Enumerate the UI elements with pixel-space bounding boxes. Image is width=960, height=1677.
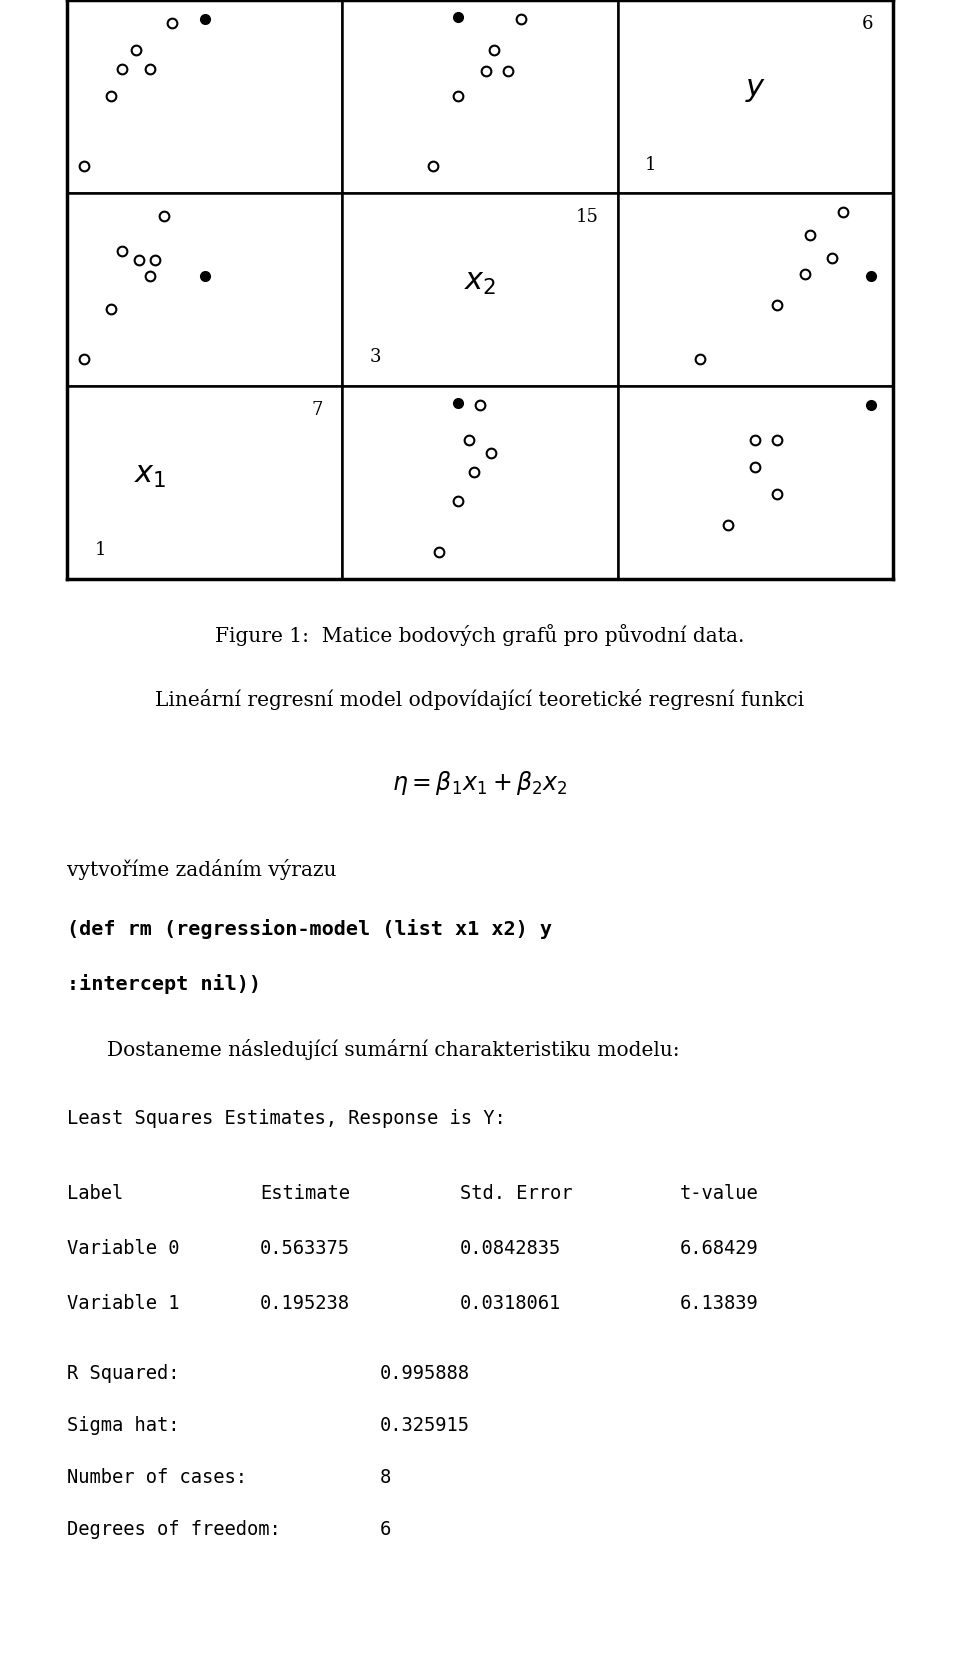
Text: 6: 6 <box>380 1519 392 1538</box>
Text: (def rm (regression-model (list x1 x2) y: (def rm (regression-model (list x1 x2) y <box>67 919 552 939</box>
Text: Variable 0: Variable 0 <box>67 1239 180 1258</box>
Text: 0.0318061: 0.0318061 <box>460 1293 562 1313</box>
Text: Estimate: Estimate <box>260 1184 350 1202</box>
Text: 6: 6 <box>862 15 874 34</box>
Text: $y$: $y$ <box>745 74 766 104</box>
Text: 1: 1 <box>95 542 107 560</box>
Text: 3: 3 <box>370 349 381 367</box>
Text: :intercept nil)): :intercept nil)) <box>67 974 261 993</box>
Text: 7: 7 <box>312 401 324 419</box>
Text: $x_2$: $x_2$ <box>464 267 496 297</box>
Text: Figure 1:  Matice bodových grafů pro původní data.: Figure 1: Matice bodových grafů pro půvo… <box>215 624 745 646</box>
Text: Label: Label <box>67 1184 123 1202</box>
Text: 1: 1 <box>645 156 657 174</box>
Text: Sigma hat:: Sigma hat: <box>67 1415 180 1434</box>
Text: 6.13839: 6.13839 <box>680 1293 758 1313</box>
Text: 0.563375: 0.563375 <box>260 1239 350 1258</box>
Text: 15: 15 <box>575 208 598 226</box>
Text: Variable 1: Variable 1 <box>67 1293 180 1313</box>
Text: 0.325915: 0.325915 <box>380 1415 470 1434</box>
Text: 6.68429: 6.68429 <box>680 1239 758 1258</box>
Text: vytvoříme zadáním výrazu: vytvoříme zadáním výrazu <box>67 859 337 879</box>
Text: R Squared:: R Squared: <box>67 1363 180 1382</box>
Text: Lineární regresní model odpovídající teoretické regresní funkci: Lineární regresní model odpovídající teo… <box>156 689 804 709</box>
Text: 0.0842835: 0.0842835 <box>460 1239 562 1258</box>
Text: Dostaneme následující sumární charakteristiku modelu:: Dostaneme následující sumární charakteri… <box>107 1038 680 1060</box>
Text: 0.195238: 0.195238 <box>260 1293 350 1313</box>
Text: Least Squares Estimates, Response is Y:: Least Squares Estimates, Response is Y: <box>67 1108 506 1127</box>
Text: t-value: t-value <box>680 1184 758 1202</box>
Text: Degrees of freedom:: Degrees of freedom: <box>67 1519 280 1538</box>
Text: $\eta = \beta_1 x_1 + \beta_2 x_2$: $\eta = \beta_1 x_1 + \beta_2 x_2$ <box>393 768 567 797</box>
Text: Std. Error: Std. Error <box>460 1184 572 1202</box>
Text: 8: 8 <box>380 1467 392 1486</box>
Text: Number of cases:: Number of cases: <box>67 1467 247 1486</box>
Text: $x_1$: $x_1$ <box>133 459 166 490</box>
Text: 0.995888: 0.995888 <box>380 1363 470 1382</box>
